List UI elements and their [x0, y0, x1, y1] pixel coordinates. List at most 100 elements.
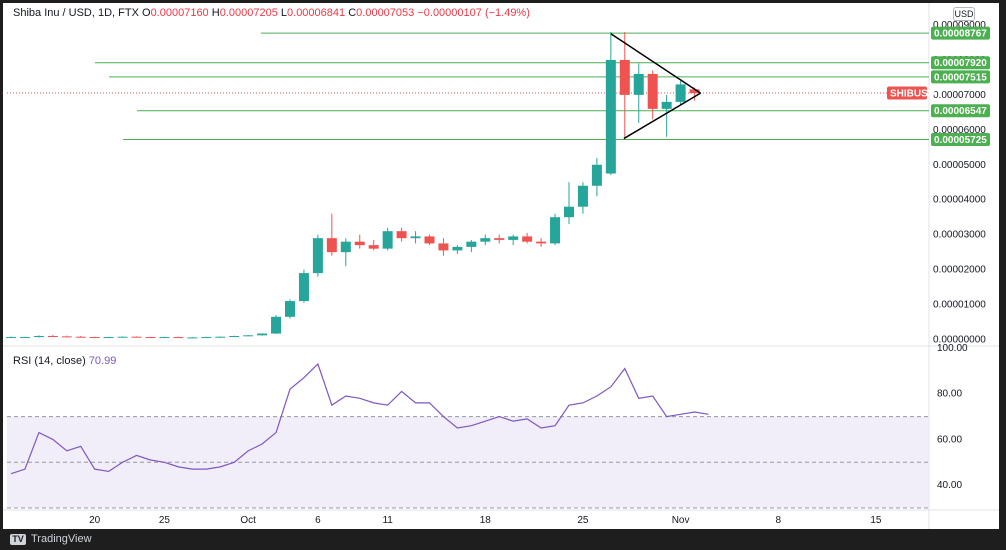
rsi-tick-label: 100.00 — [937, 343, 968, 354]
symbol-tag — [887, 86, 927, 100]
candle-body — [229, 336, 240, 338]
candle-body — [6, 337, 16, 339]
main-legend: Shiba Inu / USD, 1D, FTX O0.00007160 H0.… — [13, 7, 530, 19]
level-tag — [931, 132, 990, 146]
candle-body — [354, 241, 365, 246]
footer-bar: TV TradingView — [0, 529, 1006, 550]
candle-body — [89, 337, 100, 339]
triangle-upper-line — [610, 33, 701, 94]
candle-body — [591, 164, 602, 186]
level-tag — [931, 104, 990, 118]
time-tick-label: 25 — [577, 515, 589, 526]
brand-name: TradingView — [31, 533, 92, 545]
low-value: 0.00006841 — [287, 7, 346, 19]
time-tick-label: 6 — [315, 515, 321, 526]
candle-body — [312, 238, 323, 274]
candle-body — [75, 336, 86, 338]
rsi-title[interactable]: RSI (14, close) — [13, 355, 86, 367]
symbol-name[interactable]: Shiba Inu / USD, 1D, FTX — [13, 7, 139, 19]
rsi-legend: RSI (14, close) 70.99 — [13, 355, 116, 367]
candle-body — [159, 337, 170, 339]
open-value: 0.00007160 — [150, 7, 209, 19]
candle-body — [564, 206, 574, 218]
time-tick-label: Oct — [240, 515, 256, 526]
candle-body — [689, 89, 700, 94]
level-tag — [931, 70, 990, 84]
candle-body — [536, 241, 547, 244]
candle-body — [117, 336, 128, 338]
price-tick-label: 0.00003000 — [933, 230, 986, 241]
candle-body — [368, 245, 379, 249]
candle-body — [647, 73, 658, 109]
candle-body — [466, 241, 477, 247]
time-tick-label: 25 — [159, 515, 171, 526]
low-label: L — [280, 7, 288, 19]
candle-body — [605, 59, 616, 174]
candle-body — [452, 246, 463, 251]
price-tick-label: 0.00000000 — [933, 335, 986, 346]
candle-body — [173, 337, 184, 339]
candle-body — [619, 59, 630, 95]
high-label: H — [211, 7, 220, 19]
candle-body — [508, 236, 519, 240]
candle-body — [33, 336, 44, 338]
candle-body — [103, 337, 114, 339]
triangle-lower-line — [623, 92, 701, 140]
candle-body — [19, 337, 30, 339]
candle-body — [187, 337, 198, 339]
open-label: O — [142, 7, 151, 19]
level-label: 0.00005725 — [934, 135, 987, 146]
time-tick-label: 20 — [89, 515, 101, 526]
candle-body — [522, 236, 533, 242]
candle-body — [61, 336, 72, 338]
candle-body — [494, 238, 505, 240]
currency-badge[interactable]: USD — [953, 7, 975, 21]
price-tick-label: 0.00002000 — [933, 265, 986, 276]
candle-body — [298, 273, 309, 302]
candle-body — [382, 231, 393, 249]
candle-body — [285, 301, 295, 317]
candle-body — [47, 336, 58, 338]
close-label: C — [348, 7, 357, 19]
candle-body — [340, 241, 351, 253]
level-label: 0.00007920 — [934, 58, 987, 69]
candle-body — [577, 185, 588, 207]
level-tag — [931, 56, 990, 70]
candle-body — [438, 243, 449, 251]
price-tick-label: 0.00007000 — [933, 90, 986, 101]
price-tick-label: 0.00005000 — [933, 160, 986, 171]
time-tick-label: 18 — [480, 515, 492, 526]
candle-body — [215, 336, 226, 338]
candle-body — [410, 236, 421, 239]
time-tick-label: Nov — [672, 515, 690, 526]
price-tick-label: 0.00001000 — [933, 300, 986, 311]
chart-canvas: 0.00000000 0.00001000 0.00002000 0.00003000… — [3, 3, 999, 529]
candle-body — [145, 337, 156, 339]
price-tick-label: 0.00009000 — [933, 20, 986, 31]
rsi-tick-label: 80.00 — [937, 389, 962, 400]
rsi-band — [7, 416, 929, 508]
candle-body — [633, 73, 644, 95]
candle-body — [550, 217, 561, 244]
level-label: 0.00007515 — [934, 72, 987, 83]
level-label: 0.00008767 — [934, 29, 987, 40]
symbol-tag-label: SHIBUSD — [890, 89, 935, 100]
candle-body — [396, 231, 407, 239]
rsi-tick-label: 60.00 — [937, 434, 962, 445]
rsi-line — [10, 362, 709, 475]
level-label: 0.00006547 — [934, 106, 987, 117]
tradingview-logo[interactable]: TV TradingView — [10, 533, 92, 545]
candle-body — [424, 236, 435, 244]
candle-body — [131, 336, 142, 338]
candle-body — [326, 238, 337, 253]
tradingview-icon: TV — [10, 533, 26, 545]
chart-frame: 0.00000000 0.00001000 0.00002000 0.00003000… — [3, 3, 999, 529]
rsi-tick-label: 40.00 — [937, 480, 962, 491]
candle-body — [243, 335, 254, 337]
time-tick-label: 15 — [870, 515, 882, 526]
candle-body — [661, 101, 672, 109]
candle-body — [480, 238, 491, 242]
high-value: 0.00007205 — [219, 7, 278, 19]
candle-body — [201, 337, 212, 339]
price-tick-label: 0.00006000 — [933, 125, 986, 136]
